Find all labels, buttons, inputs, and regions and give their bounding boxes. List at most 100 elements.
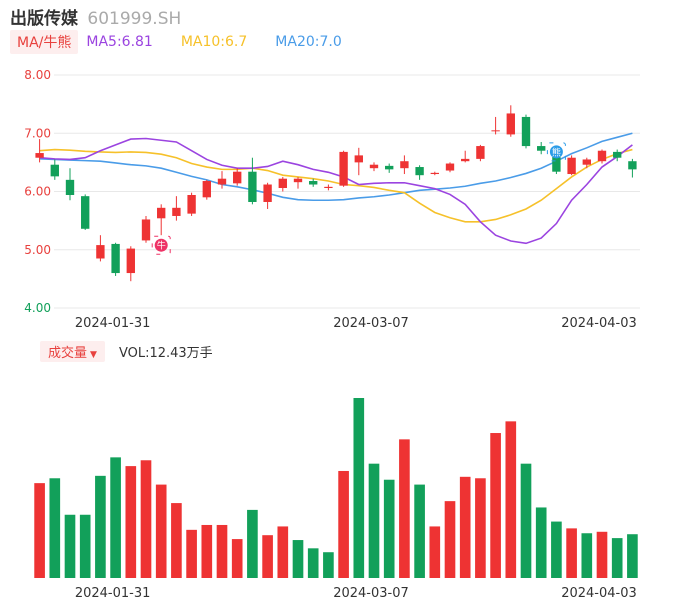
candle-body [582,159,591,165]
candle-body [111,243,120,274]
y-tick-label: 6.00 [24,185,51,199]
candle-body [233,171,242,184]
candle [430,171,439,176]
volume-legend: 成交量 ▼ VOL:12.43万手 [40,340,213,362]
volume-bar [307,548,319,578]
candle-body [157,207,166,219]
candle [35,139,44,163]
volume-bar [490,433,501,578]
marker-badge [154,238,168,252]
volume-indicator-button[interactable]: 成交量 ▼ [40,340,105,362]
marker-frame [546,142,566,162]
candle-body [278,178,287,189]
candle [157,204,166,236]
candle [491,116,500,135]
ma5-label: MA5:6.81 [86,34,153,50]
volume-bar [414,484,425,578]
candle-body [537,146,546,151]
volume-bar [262,535,273,578]
ma-bull-bear-button[interactable]: MA/牛熊 [10,30,79,54]
candle-body [491,130,500,132]
price-grid [54,74,640,309]
volume-bar [459,476,471,578]
volume-bar [368,463,380,578]
candle-body [415,167,424,176]
ma20-label: MA20:7.0 [275,34,342,50]
volume-bar [399,439,410,578]
x-tick-label: 2024-03-07 [333,316,409,331]
candle [537,141,546,155]
volume-bar [49,478,61,578]
candle [400,155,409,175]
candle [187,192,196,216]
candle [567,155,576,176]
candle [263,182,272,209]
candle [111,242,120,276]
stock-title: 出版传媒 601999.SH [10,4,181,29]
markers: 牛熊 [151,142,566,255]
candle [597,149,607,164]
candle [339,150,348,187]
candle [65,168,75,201]
ma-lines [39,132,633,245]
candle-body [613,151,622,158]
candle-body [217,178,227,185]
candle [141,215,151,243]
x-tick-label: 2024-04-03 [561,316,637,331]
candle-body [430,172,439,175]
volume-bar [292,540,304,578]
candle [217,171,227,189]
candle-body [400,161,409,169]
volume-bar [611,538,623,578]
candle-body [445,163,455,171]
ma5-line [39,137,633,245]
candle [50,159,59,180]
candle-body [521,116,531,147]
volume-bar [186,529,197,578]
y-tick-label: 4.00 [24,301,51,315]
volume-bar [34,483,45,578]
bull-marker-icon: 牛 [151,235,171,255]
volume-bar [520,463,532,578]
candle-body [202,181,211,198]
volume-bar [231,539,243,578]
marker-label: 熊 [552,146,561,158]
volume-bar [505,421,517,578]
candle-body [65,179,75,195]
volume-bar [216,524,228,578]
marker-badge [549,145,563,159]
candle [278,176,287,192]
candle-body [628,161,637,170]
candle [369,162,379,172]
x-tick-label: 2024-03-07 [333,586,409,601]
marker-label: 牛 [157,240,166,252]
volume-bar [247,509,258,578]
volume-bar [110,457,121,578]
candle-body [293,178,303,183]
candle [172,196,181,221]
candle [461,150,470,163]
volume-bar [353,398,365,578]
candle [248,157,257,205]
candle-body [567,157,576,175]
y-tick-label: 7.00 [24,126,51,140]
ma10-label: MA10:6.7 [180,34,248,50]
volume-value: VOL:12.43万手 [118,345,213,361]
caret-down-icon: ▼ [90,349,97,360]
stock-name: 出版传媒 [10,9,78,29]
candle [324,184,333,191]
volume-bar [277,526,289,578]
candle [293,176,303,189]
y-tick-label: 5.00 [24,243,51,257]
candle [96,235,105,262]
candle [476,144,485,162]
candle [126,246,135,282]
volume-bar [429,526,441,578]
candle [354,147,363,176]
volume-bar [596,531,608,578]
volume-bar [338,470,349,578]
candle-body [248,171,257,202]
volume-bar [383,479,395,578]
candle [233,168,242,186]
